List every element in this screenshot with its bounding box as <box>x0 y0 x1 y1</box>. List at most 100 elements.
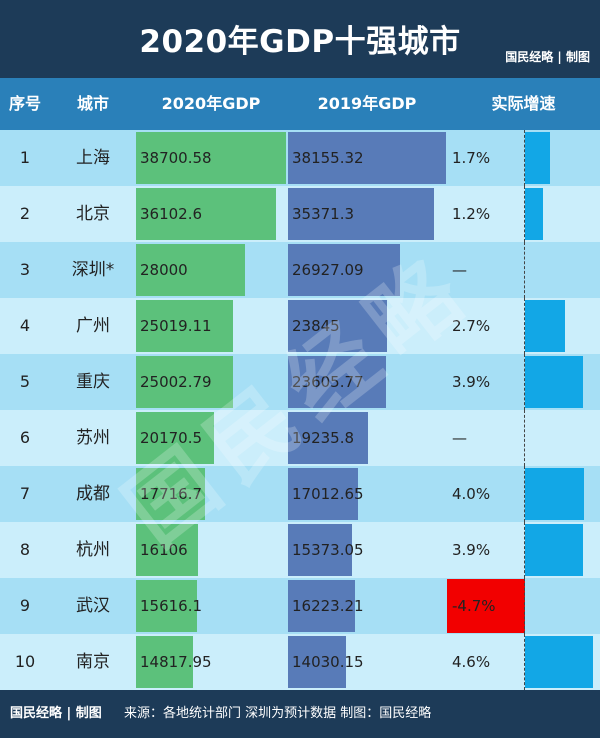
growth-value: — <box>452 429 467 447</box>
gdp2019-value: 17012.65 <box>292 485 364 503</box>
gdp2019-value: 35371.3 <box>292 205 355 223</box>
growth-axis <box>524 130 525 186</box>
rank-label: 10 <box>14 652 36 671</box>
gdp2020-value: 25019.11 <box>140 317 212 335</box>
gdp2019-bar <box>288 188 434 240</box>
gdp2020-value: 17716.7 <box>140 485 203 503</box>
gdp2019-bar <box>288 132 446 184</box>
city-label: 成都 <box>76 484 110 504</box>
footer-source: 来源：各地统计部门 深圳为预计数据 制图：国民经略 <box>124 706 432 721</box>
growth-axis <box>524 634 525 690</box>
gdp2020-value: 20170.5 <box>140 429 203 447</box>
table-row: 3 深圳* 28000 26927.09 — <box>0 242 600 298</box>
gdp2019-value: 14030.15 <box>292 653 364 671</box>
growth-value: -4.7% <box>452 597 496 615</box>
gdp2019-bar <box>288 636 346 688</box>
table-row: 8 杭州 16106 15373.05 3.9% <box>0 522 600 578</box>
gdp2020-value: 15616.1 <box>140 597 203 615</box>
gdp2020-bar <box>136 300 233 352</box>
rank-label: 9 <box>19 596 31 615</box>
growth-bar <box>525 468 584 520</box>
gdp2020-bar <box>136 468 205 520</box>
growth-axis <box>524 466 525 522</box>
gdp2020-bar <box>136 524 198 576</box>
table-row: 6 苏州 20170.5 19235.8 — <box>0 410 600 466</box>
rank-label: 4 <box>19 316 31 335</box>
growth-axis <box>524 298 525 354</box>
footer: 国民经略 | 制图 来源：各地统计部门 深圳为预计数据 制图：国民经略 <box>0 690 600 738</box>
city-label: 苏州 <box>76 428 110 448</box>
gdp2019-value: 23605.77 <box>292 373 364 391</box>
table-row: 5 重庆 25002.79 23605.77 3.9% <box>0 354 600 410</box>
growth-bar <box>525 356 583 408</box>
growth-bar <box>525 636 593 688</box>
table-row: 7 成都 17716.7 17012.65 4.0% <box>0 466 600 522</box>
gdp2020-value: 25002.79 <box>140 373 212 391</box>
growth-value: 1.2% <box>452 205 491 223</box>
growth-bar <box>525 188 543 240</box>
growth-value: 4.6% <box>452 653 491 671</box>
column-header-row: 序号 城市 2020年GDP 2019年GDP 实际增速 <box>0 78 600 130</box>
gdp2020-value: 28000 <box>140 261 188 279</box>
growth-axis <box>524 410 525 466</box>
rank-label: 6 <box>19 428 31 447</box>
rank-label: 3 <box>19 260 31 279</box>
gdp2019-bar <box>288 524 352 576</box>
city-label: 上海 <box>76 148 110 168</box>
growth-value: 3.9% <box>452 373 491 391</box>
growth-value: 3.9% <box>452 541 491 559</box>
city-label: 广州 <box>76 316 110 336</box>
rank-label: 1 <box>19 148 31 167</box>
gdp2020-bar <box>136 188 276 240</box>
growth-axis <box>524 578 525 634</box>
gdp2019-bar <box>288 244 400 296</box>
gdp2019-value: 19235.8 <box>292 429 355 447</box>
rank-label: 5 <box>19 372 31 391</box>
brand-label: 国民经略 | 制图 <box>505 50 590 64</box>
gdp2020-bar <box>136 132 286 184</box>
rank-label: 8 <box>19 540 31 559</box>
gdp2020-bar <box>136 412 214 464</box>
gdp2020-value: 16106 <box>140 541 188 559</box>
rank-label: 2 <box>19 204 31 223</box>
growth-cell <box>447 579 525 633</box>
gdp2019-value: 38155.32 <box>292 149 364 167</box>
growth-bar <box>525 132 550 184</box>
gdp2019-value: 16223.21 <box>292 597 364 615</box>
gdp2019-value: 23845 <box>292 317 340 335</box>
gdp2020-value: 14817.95 <box>140 653 212 671</box>
city-label: 重庆 <box>76 372 110 392</box>
gdp2020-bar <box>136 636 193 688</box>
gdp2019-bar <box>288 356 386 408</box>
growth-bar <box>525 524 583 576</box>
header: 2020年GDP十强城市 国民经略 | 制图 <box>0 0 600 78</box>
city-label: 北京 <box>76 204 110 224</box>
gdp2019-value: 26927.09 <box>292 261 364 279</box>
rank-label: 7 <box>19 484 31 503</box>
growth-value: 2.7% <box>452 317 491 335</box>
gdp2020-bar <box>136 244 245 296</box>
growth-axis <box>524 186 525 242</box>
gdp2019-bar <box>288 300 387 352</box>
gdp2020-bar <box>136 580 197 632</box>
gdp2019-bar <box>288 412 368 464</box>
gdp2020-value: 38700.58 <box>140 149 212 167</box>
column-header-gdp2020: 2020年GDP <box>161 94 261 113</box>
table-row: 1 上海 38700.58 38155.32 1.7% <box>0 130 600 186</box>
column-header-gdp2019: 2019年GDP <box>317 94 417 113</box>
growth-bar <box>525 300 565 352</box>
table-row: 9 武汉 15616.1 16223.21 -4.7% <box>0 578 600 634</box>
footer-brand: 国民经略 | 制图 <box>10 706 102 721</box>
table-row: 4 广州 25019.11 23845 2.7% <box>0 298 600 354</box>
gdp2020-bar <box>136 356 233 408</box>
table-row: 2 北京 36102.6 35371.3 1.2% <box>0 186 600 242</box>
column-header-growth: 实际增速 <box>491 94 556 113</box>
gdp2020-value: 36102.6 <box>140 205 203 223</box>
gdp2019-bar <box>288 468 358 520</box>
growth-value: — <box>452 261 467 279</box>
growth-axis <box>524 242 525 298</box>
gdp2019-bar <box>288 580 355 632</box>
growth-axis <box>524 522 525 578</box>
column-header-rank: 序号 <box>8 94 41 113</box>
gdp2019-value: 15373.05 <box>292 541 364 559</box>
